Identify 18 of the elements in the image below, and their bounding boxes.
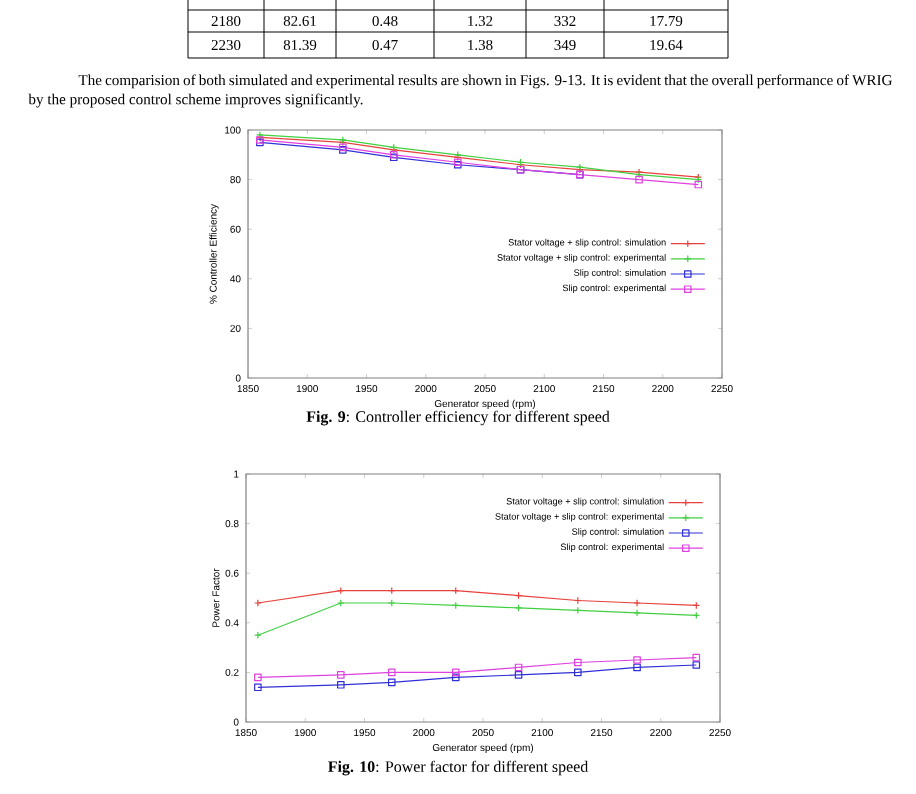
point <box>514 671 523 679</box>
point <box>574 668 582 677</box>
point <box>635 175 643 184</box>
point <box>387 678 396 687</box>
point <box>633 663 641 672</box>
point <box>574 658 582 667</box>
point <box>633 599 641 607</box>
point <box>514 604 523 612</box>
point <box>633 609 641 617</box>
point <box>633 656 641 664</box>
point <box>337 599 345 607</box>
point <box>337 671 345 679</box>
point <box>451 668 460 677</box>
point <box>451 673 460 682</box>
point <box>337 681 345 689</box>
point <box>387 668 396 677</box>
point <box>387 599 396 607</box>
point <box>514 663 523 672</box>
